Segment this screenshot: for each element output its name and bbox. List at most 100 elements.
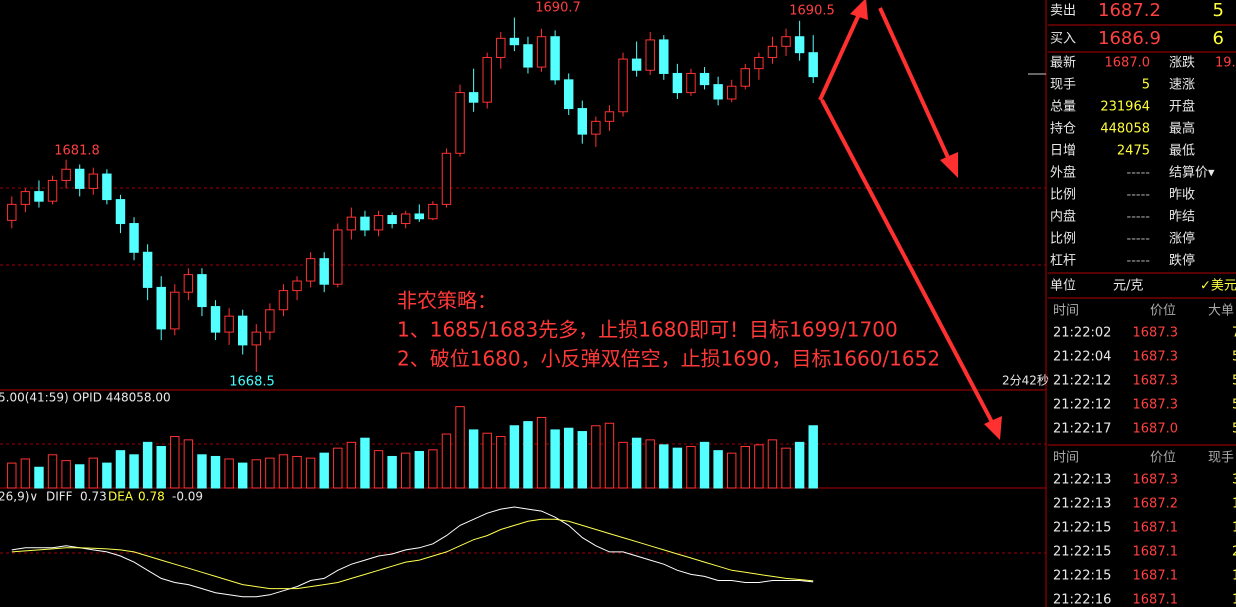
- label: 卖出: [1050, 4, 1076, 19]
- candle-body: [754, 56, 764, 70]
- volume-bar: [726, 452, 737, 489]
- unit: 元/克: [1113, 279, 1143, 294]
- arrow: [878, 7, 952, 163]
- candle-body: [726, 85, 737, 100]
- candle-body: [129, 223, 139, 253]
- tick-price: 1687.3: [1133, 326, 1179, 341]
- candle-body: [631, 58, 642, 71]
- candle-body: [577, 108, 588, 135]
- candle-body: [346, 216, 357, 231]
- label: 比例: [1050, 232, 1076, 247]
- candle-body: [591, 120, 601, 135]
- macd-params: 26,9)∨: [0, 490, 38, 504]
- tick-price: 1687.3: [1133, 398, 1179, 413]
- arrow: [820, 99, 995, 425]
- tick-size: 5: [1232, 374, 1236, 389]
- volume-bar: [346, 441, 357, 489]
- volume-bar: [34, 466, 44, 489]
- label: 结算价▾: [1169, 166, 1215, 181]
- candle-body: [686, 72, 696, 94]
- volume-bar: [482, 432, 492, 489]
- volume-bar: [373, 450, 384, 489]
- candle-body: [142, 251, 153, 288]
- volume-bar: [20, 458, 31, 489]
- label: 涨停: [1169, 231, 1195, 247]
- label: 最低: [1169, 144, 1195, 159]
- candle-body: [645, 39, 655, 71]
- value: -----: [1127, 188, 1151, 203]
- label: 单位: [1050, 279, 1076, 294]
- tick-size: 7: [1232, 326, 1236, 341]
- annotation: 非农策略：: [397, 289, 497, 313]
- candle-body: [509, 37, 520, 46]
- volume-bar: [115, 450, 126, 489]
- value: -----: [1127, 210, 1151, 225]
- volume-bar: [197, 454, 207, 489]
- label: 现手: [1050, 78, 1076, 93]
- arrow-head: [984, 416, 1002, 440]
- candle-body: [102, 173, 112, 201]
- label: 买入: [1050, 32, 1076, 47]
- candle-body: [781, 36, 791, 47]
- annotation: 1、1685/1683先多，止损1680即可！目标1699/1700: [397, 318, 898, 342]
- volume-bar: [414, 450, 425, 489]
- candle-body: [428, 203, 438, 220]
- candle-body: [237, 315, 248, 346]
- candle-body: [414, 213, 425, 220]
- tick-size: 2: [1232, 545, 1236, 560]
- volume-bar: [604, 422, 615, 489]
- volume-bar: [536, 416, 547, 489]
- volume-bar: [713, 450, 723, 489]
- candle-body: [210, 306, 221, 333]
- arrows: [818, 0, 1002, 440]
- tick-size: 1: [1232, 497, 1236, 512]
- diff-value: 0.73: [80, 490, 107, 504]
- candle-body: [604, 111, 615, 122]
- volume-bar: [631, 437, 642, 489]
- candle-body: [400, 213, 411, 225]
- label: 比例: [1050, 188, 1076, 203]
- volume-bar: [333, 447, 343, 489]
- volume-bar: [292, 455, 302, 489]
- macd-value: -0.09: [172, 490, 203, 504]
- label: 最新: [1050, 55, 1076, 71]
- label: 总量: [1050, 100, 1076, 115]
- candle-body: [387, 215, 397, 225]
- candle-body: [659, 39, 669, 74]
- volume-bar: [251, 459, 262, 489]
- size: 5: [1213, 0, 1224, 21]
- candle-body: [34, 191, 44, 202]
- arrow-head: [850, 0, 868, 20]
- label: 速涨: [1169, 78, 1195, 93]
- volume-bar: [767, 439, 778, 489]
- volume-bar: [618, 441, 628, 489]
- volume-bar: [428, 449, 438, 489]
- peak-label: 1681.8: [54, 144, 100, 159]
- tick-time: 21:22:13: [1053, 497, 1111, 512]
- label: 昨收: [1169, 188, 1195, 203]
- volume-bar: [305, 457, 316, 489]
- candle-body: [563, 79, 574, 110]
- value: -----: [1127, 232, 1151, 247]
- label: 杠杆: [1050, 253, 1076, 269]
- volume-bar: [7, 462, 17, 489]
- tick-time: 21:22:17: [1053, 422, 1111, 437]
- candle-body: [794, 36, 805, 54]
- candle-body: [455, 92, 465, 154]
- tick-time: 21:22:13: [1053, 473, 1111, 488]
- volume-bar: [577, 431, 588, 489]
- label: 外盘: [1050, 165, 1076, 181]
- peak-label: 1668.5: [229, 375, 275, 390]
- volume-bar: [237, 462, 248, 489]
- volume-bar: [686, 446, 696, 489]
- tick-size: 1: [1232, 569, 1236, 584]
- volume-bar: [88, 457, 99, 489]
- tick-price: 1687.3: [1133, 350, 1179, 365]
- label: 日增: [1050, 144, 1076, 159]
- candle-body: [197, 274, 207, 308]
- candle-body: [699, 72, 710, 86]
- label: 持仓: [1050, 122, 1076, 137]
- candle-body: [115, 199, 126, 225]
